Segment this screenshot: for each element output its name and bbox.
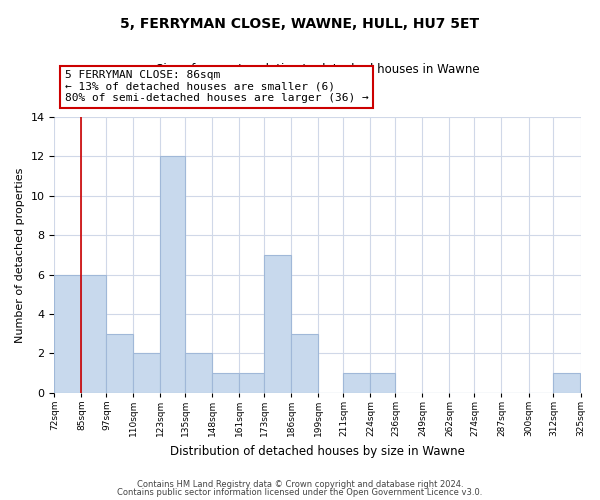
Bar — [292, 334, 319, 393]
Bar — [239, 373, 265, 393]
Bar — [343, 373, 370, 393]
Text: 5, FERRYMAN CLOSE, WAWNE, HULL, HU7 5ET: 5, FERRYMAN CLOSE, WAWNE, HULL, HU7 5ET — [121, 18, 479, 32]
Y-axis label: Number of detached properties: Number of detached properties — [15, 167, 25, 342]
Bar — [106, 334, 133, 393]
X-axis label: Distribution of detached houses by size in Wawne: Distribution of detached houses by size … — [170, 444, 465, 458]
Text: Contains public sector information licensed under the Open Government Licence v3: Contains public sector information licen… — [118, 488, 482, 497]
Title: Size of property relative to detached houses in Wawne: Size of property relative to detached ho… — [155, 62, 479, 76]
Bar — [133, 354, 160, 393]
Bar — [82, 274, 106, 393]
Bar — [185, 354, 212, 393]
Bar — [370, 373, 395, 393]
Bar — [265, 255, 292, 393]
Bar — [553, 373, 580, 393]
Text: 5 FERRYMAN CLOSE: 86sqm
← 13% of detached houses are smaller (6)
80% of semi-det: 5 FERRYMAN CLOSE: 86sqm ← 13% of detache… — [65, 70, 368, 103]
Text: Contains HM Land Registry data © Crown copyright and database right 2024.: Contains HM Land Registry data © Crown c… — [137, 480, 463, 489]
Bar — [212, 373, 239, 393]
Bar — [160, 156, 185, 393]
Bar — [55, 274, 82, 393]
